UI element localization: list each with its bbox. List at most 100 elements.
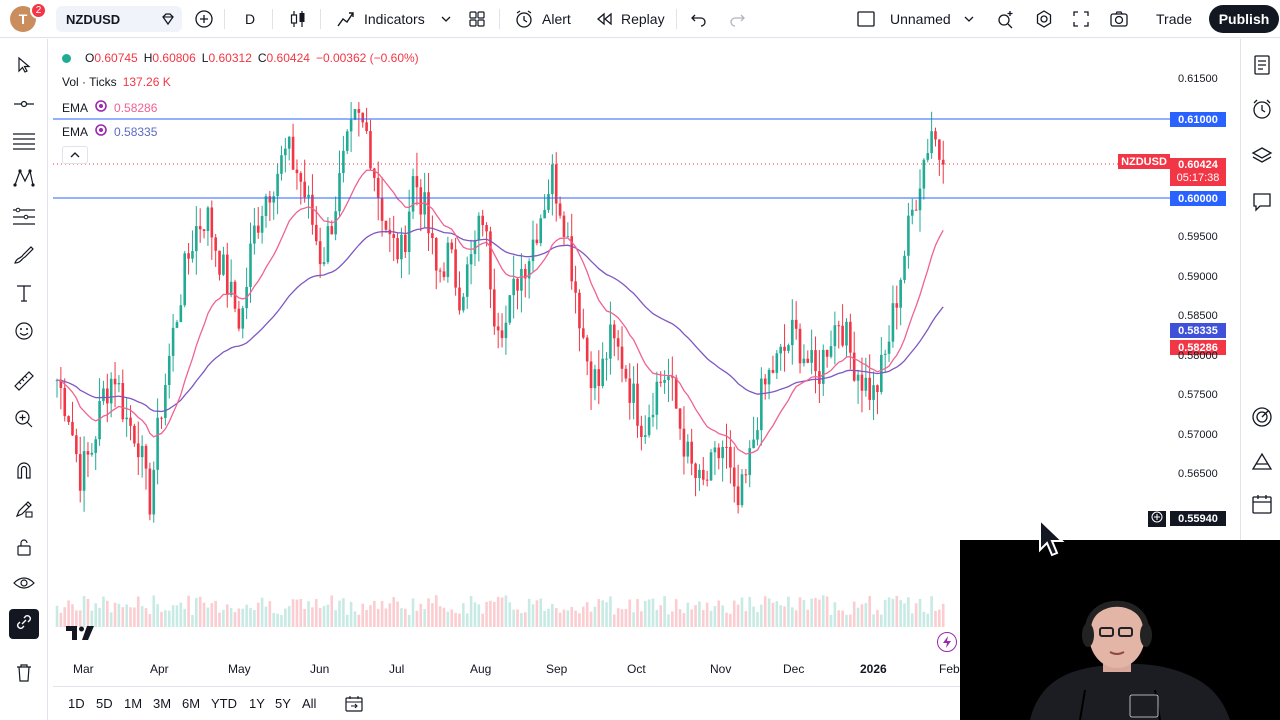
alert-button[interactable]: Alert [514, 0, 571, 38]
volume-bar [86, 598, 90, 627]
link-icon [14, 612, 34, 637]
ema2-legend[interactable]: EMA 0.58335 [62, 123, 157, 140]
candle-body [729, 446, 732, 468]
volume-bar [802, 599, 806, 627]
range-ytd[interactable]: YTD [211, 696, 237, 711]
volume-bar [643, 600, 647, 627]
range-1m[interactable]: 1M [124, 696, 143, 711]
indicators-button[interactable]: Indicators [336, 0, 425, 38]
volume-bar [612, 614, 616, 627]
layout-name-button[interactable]: Unnamed [856, 0, 975, 38]
candle-body [210, 207, 214, 238]
compare-button[interactable] [194, 0, 214, 38]
text-tool[interactable] [9, 280, 39, 310]
range-5d[interactable]: 5D [96, 696, 113, 711]
candle-body [214, 237, 217, 251]
screener-button[interactable] [1249, 406, 1275, 432]
ema1-legend[interactable]: EMA 0.58286 [62, 99, 157, 116]
snapshot-button[interactable] [1109, 0, 1129, 38]
volume-bar [930, 596, 933, 627]
redo-button[interactable] [728, 0, 746, 38]
volume-bar [833, 602, 837, 627]
undo-button[interactable] [690, 0, 708, 38]
range-all[interactable]: All [302, 696, 317, 711]
open-label: O [85, 51, 95, 65]
volume-bar [276, 613, 279, 627]
candles [55, 102, 945, 523]
publish-button[interactable]: Publish [1209, 5, 1279, 33]
volume-bar [400, 608, 403, 627]
chart-type-button[interactable] [289, 0, 307, 38]
hide-tool[interactable] [9, 570, 39, 600]
emoji-tool[interactable] [9, 318, 39, 348]
volume-bar [686, 602, 690, 627]
market-status-dot [62, 53, 71, 63]
stay-drawing-tool[interactable] [9, 496, 39, 526]
calendar-button[interactable] [1249, 493, 1275, 519]
alerts-button[interactable] [1249, 98, 1275, 124]
date-range-button[interactable] [344, 695, 364, 716]
interval-label: D [245, 11, 256, 27]
last-price-value: 0.60424 [1178, 159, 1218, 171]
measure-tool[interactable] [9, 368, 39, 398]
symbol-search-button[interactable]: NZDUSD [56, 6, 182, 32]
candle-body [837, 325, 841, 327]
interval-button[interactable]: D [245, 0, 255, 38]
volume-bar [125, 604, 128, 627]
candle-body [264, 196, 268, 216]
watchlist-button[interactable] [1249, 54, 1275, 80]
candle-body [198, 226, 202, 230]
replay-button[interactable]: Replay [595, 0, 665, 38]
gem-icon[interactable] [160, 11, 176, 30]
ideas-button[interactable] [1249, 451, 1275, 477]
volume-bar [585, 602, 589, 627]
volume-bar [640, 611, 643, 627]
horizontal-lines-tool[interactable] [9, 128, 39, 158]
add-price-button[interactable] [1148, 511, 1166, 527]
candle-body [376, 177, 380, 198]
time-axis[interactable]: Mar Apr May Jun Jul Aug Sep Oct Nov Dec … [53, 656, 1170, 680]
trend-line-tool[interactable] [9, 90, 39, 120]
settings-button[interactable] [1034, 0, 1054, 38]
candle-body [117, 383, 121, 385]
pattern-tool[interactable] [9, 165, 39, 195]
volume-legend[interactable]: Vol · Ticks 137.26 K [62, 75, 171, 89]
volume-bar [94, 603, 97, 627]
brush-tool[interactable] [9, 242, 39, 272]
range-6m[interactable]: 6M [182, 696, 201, 711]
collapse-legend-button[interactable] [62, 146, 88, 164]
candle-body [682, 428, 686, 457]
price-axis[interactable]: 0.61500 0.61000 NZDUSD 0.60424 05:17:38 … [1118, 42, 1236, 682]
indicators-icon [336, 9, 356, 29]
candle-body [787, 345, 790, 351]
range-1d[interactable]: 1D [68, 696, 85, 711]
trade-button[interactable]: Trade [1156, 11, 1193, 27]
volume-bar [404, 608, 407, 627]
zoom-tool[interactable] [9, 406, 39, 436]
magnet-tool[interactable] [9, 457, 39, 487]
auto-scale-icon[interactable] [937, 632, 957, 652]
fullscreen-button[interactable] [1072, 0, 1090, 38]
chevron-up-icon [70, 146, 80, 164]
sync-drawings-tool[interactable] [9, 609, 39, 639]
fib-tool[interactable] [9, 204, 39, 234]
quick-search-button[interactable] [996, 0, 1016, 38]
volume-bar [140, 606, 144, 627]
indicators-templates-dropdown[interactable] [440, 0, 452, 38]
volume-bar [891, 598, 895, 627]
range-3m[interactable]: 3M [153, 696, 172, 711]
calendar-icon [1251, 493, 1273, 520]
lock-all-tool[interactable] [9, 534, 39, 564]
price-chart[interactable] [53, 42, 1170, 682]
chats-button[interactable] [1249, 191, 1275, 217]
cursor-tool[interactable] [9, 52, 39, 82]
remove-drawings-tool[interactable] [9, 660, 39, 690]
candle-body [539, 218, 543, 244]
object-tree-button[interactable] [1249, 145, 1275, 171]
volume-bar [156, 604, 159, 627]
layouts-button[interactable] [468, 0, 486, 38]
unlock-icon [15, 537, 33, 562]
range-5y[interactable]: 5Y [275, 696, 291, 711]
volume-bar [229, 607, 233, 627]
range-1y[interactable]: 1Y [249, 696, 265, 711]
